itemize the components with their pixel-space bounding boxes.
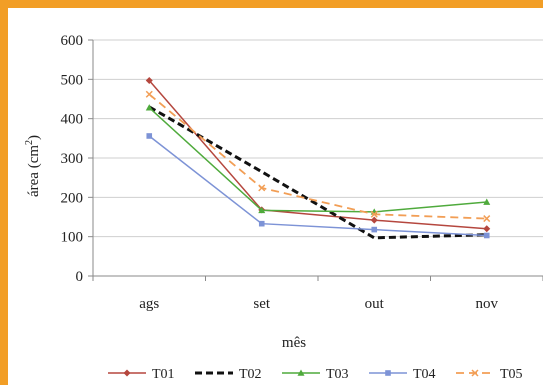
y-tick-labels: 0 100 200 300 400 500 600 [61,33,84,285]
legend-marker [385,370,391,376]
y-tick-label: 600 [61,33,84,49]
data-point [145,77,153,85]
x-tick-labels: ags set out nov [139,296,498,312]
legend-item-T04: T04 [369,367,436,382]
line-chart: 0 100 200 300 400 500 600 ags set out nov área (c… [24,33,543,382]
y-tick-label: 400 [61,112,84,128]
x-tick-label: nov [476,296,499,312]
axes [92,40,543,281]
data-point [483,232,490,239]
legend-item-T02: T02 [195,367,262,382]
series-T01 [145,77,491,233]
data-point [370,210,378,218]
x-tick-label: ags [139,296,159,312]
legend-marker [123,369,131,377]
legend-label: T01 [152,367,175,382]
legend-label: T04 [413,367,436,382]
data-point [371,226,378,233]
x-tick-label: set [253,296,270,312]
data-point [483,225,491,233]
data-point [258,220,265,227]
legend-marker [471,369,479,377]
data-point [258,184,266,192]
x-axis-title: mês [282,335,306,351]
series-T03 [145,104,491,215]
legend-label: T02 [239,367,262,382]
series-line [148,80,487,230]
data-point [258,206,266,214]
series-T05 [145,90,491,223]
series-T02 [148,105,487,240]
series-line [148,93,487,220]
legend-label: T05 [500,367,523,382]
data-point [483,215,491,223]
data-point [146,133,153,139]
legend-label: T03 [326,367,349,382]
y-axis-title: área (cm2) [24,135,42,197]
data-point [483,198,491,205]
data-point [145,90,153,98]
legend-item-T05: T05 [456,367,523,382]
series-line [148,107,487,213]
series-line [148,135,487,237]
legend-item-T01: T01 [108,367,175,382]
legend: T01 T02 T03 T04 T05 [108,367,523,382]
y-tick-label: 100 [61,230,84,246]
y-tick-label: 500 [61,72,84,88]
series [145,77,491,240]
legend-item-T03: T03 [282,367,349,382]
series-T04 [146,133,490,239]
grid-lines [88,39,543,277]
data-point [145,104,153,111]
y-tick-label: 0 [76,269,84,285]
chart-panel: 0 100 200 300 400 500 600 ags set out nov área (c… [8,8,543,385]
legend-marker [297,369,305,376]
y-tick-label: 300 [61,151,84,167]
x-tick-label: out [365,296,385,312]
y-tick-label: 200 [61,190,84,206]
series-line [148,105,487,240]
data-point [370,216,378,224]
